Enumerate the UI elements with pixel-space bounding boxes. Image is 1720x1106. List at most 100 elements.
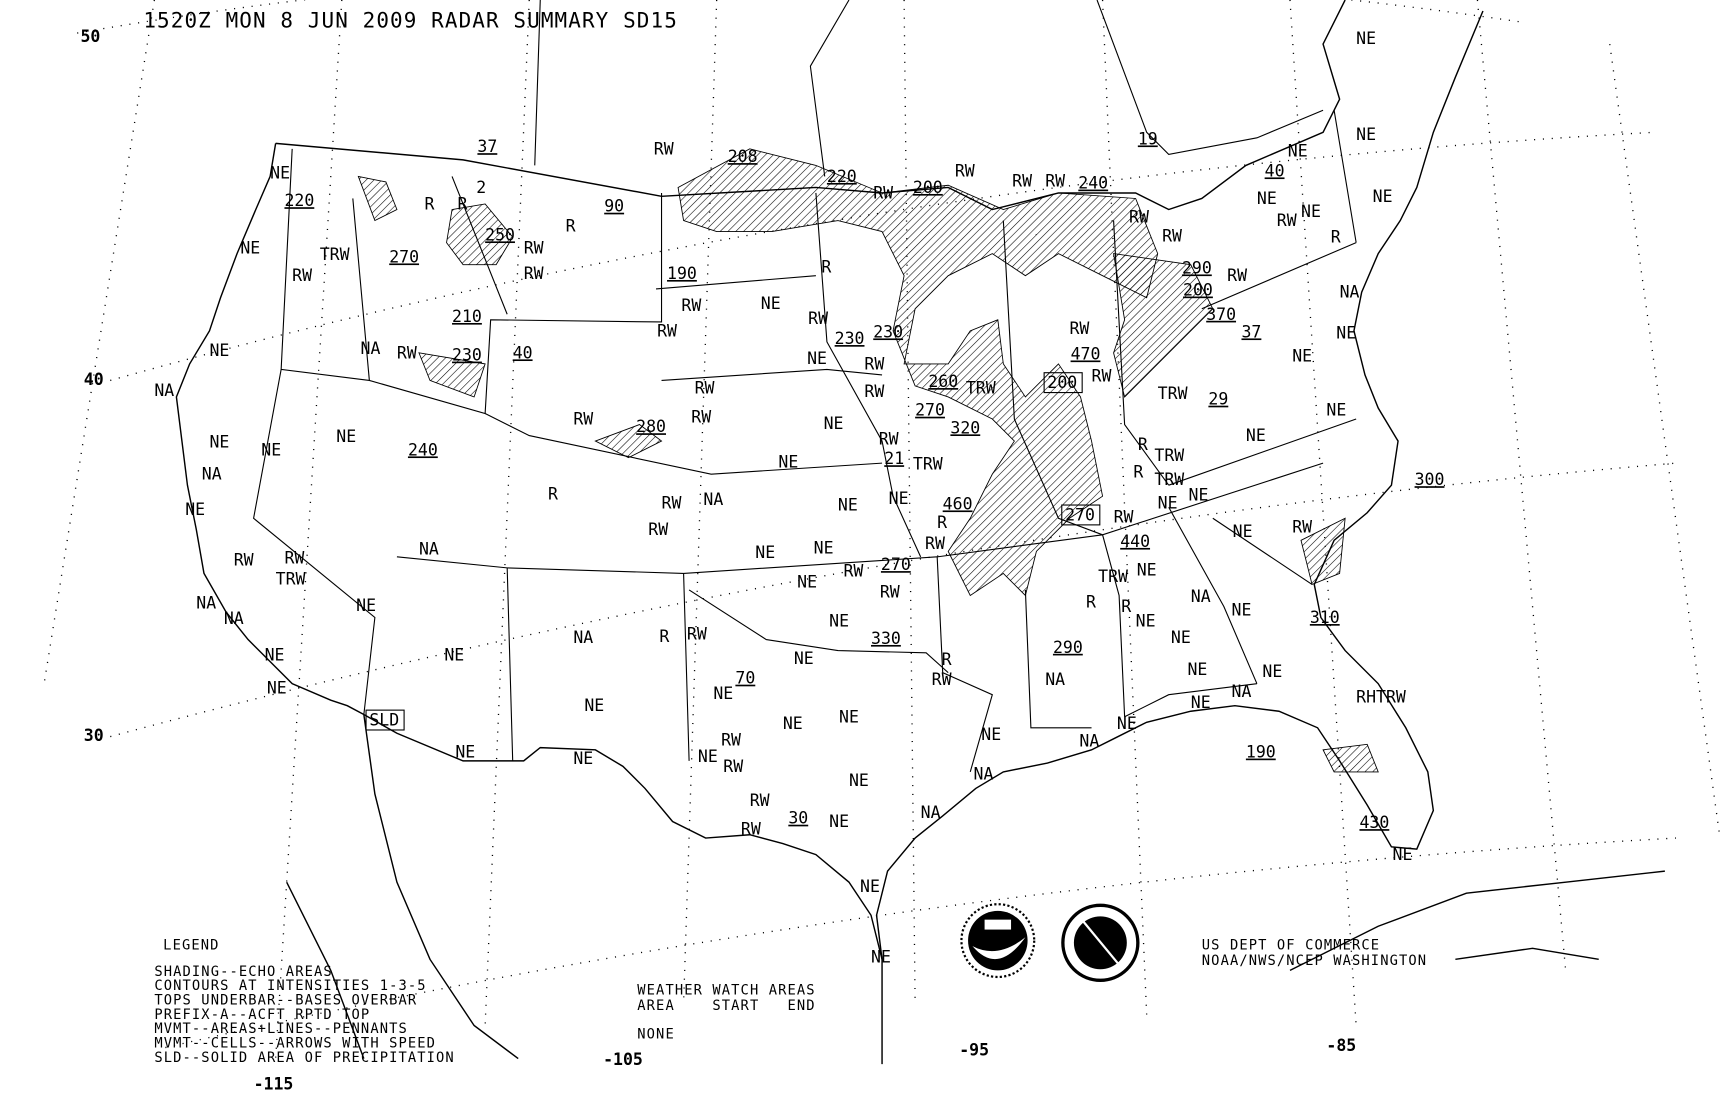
station-label: NE [1232, 600, 1252, 619]
echo-top-label: 40 [1265, 161, 1285, 180]
station-label: RW [648, 520, 668, 539]
station-label: NE [240, 239, 260, 258]
station-label: RW [1129, 208, 1149, 227]
echo-top-label: 460 [943, 494, 973, 513]
station-label: NE [1117, 714, 1137, 733]
longitude-label: -115 [254, 1074, 294, 1093]
station-label: NE [829, 812, 849, 831]
station-label: NE [1187, 660, 1207, 679]
station-label: NE [1137, 561, 1157, 580]
station-label: RW [397, 343, 417, 362]
station-label: NA [921, 803, 941, 822]
station-label: NE [814, 539, 834, 558]
station-label: R [1086, 593, 1096, 612]
station-label: TRW [1158, 384, 1188, 403]
station-label: NA [1045, 670, 1065, 689]
station-label: NE [1292, 347, 1312, 366]
credit-line: NOAA/NWS/NCEP WASHINGTON [1202, 953, 1427, 969]
echo-top-label: 230 [873, 322, 903, 341]
station-label: NE [455, 743, 475, 762]
station-label: NE [860, 877, 880, 896]
legend: LEGEND SHADING--ECHO AREAS CONTOURS AT I… [154, 937, 453, 1065]
station-label: RW [1162, 226, 1182, 245]
station-label: RW [1277, 211, 1297, 230]
boxed-label-frame [1061, 504, 1101, 526]
echo-top-label: 470 [1071, 344, 1101, 363]
coastline-and-borders [175, 0, 1665, 1065]
station-label: TRW [276, 569, 306, 588]
station-label: R [1138, 435, 1148, 454]
station-label: NE [356, 596, 376, 615]
station-label: RW [1069, 319, 1089, 338]
echo-top-label: 90 [604, 197, 624, 216]
longitude-label: -95 [959, 1040, 989, 1059]
station-label: R [1121, 597, 1131, 616]
station-label: RW [955, 161, 975, 180]
station-label: RW [234, 551, 254, 570]
station-label: NE [829, 611, 849, 630]
credit: US DEPT OF COMMERCE NOAA/NWS/NCEP WASHIN… [1202, 937, 1427, 969]
echo-top-label: 320 [950, 418, 980, 437]
station-label: NE [1171, 628, 1191, 647]
station-label: NE [444, 646, 464, 665]
echo-top-label: 40 [513, 343, 533, 362]
legend-line: PREFIX-A--ACFT RPTD TOP [154, 1007, 370, 1023]
latitude-labels: 50 40 30 [80, 27, 103, 745]
echo-top-label: 200 [913, 178, 943, 197]
station-label: NE [336, 427, 356, 446]
longitude-label: -105 [603, 1050, 643, 1069]
station-label: NE [1356, 125, 1376, 144]
station-label: NA [1079, 732, 1099, 751]
solid-precip-label: 270 [1065, 505, 1095, 524]
echo-top-label: 19 [1138, 129, 1158, 148]
station-label: NA [202, 465, 222, 484]
station-label: RW [524, 239, 544, 258]
station-label: TRW [966, 379, 996, 398]
station-label: R [424, 195, 434, 214]
echo-top-label: 290 [1182, 258, 1212, 277]
station-label: TRW [320, 245, 350, 264]
station-label: R [821, 257, 831, 276]
noaa-logo [960, 903, 1036, 979]
station-label: RW [691, 407, 711, 426]
legend-heading: LEGEND [163, 937, 219, 953]
echo-top-label: 37 [477, 137, 497, 156]
echo-top-label: 210 [452, 307, 482, 326]
legend-line: SHADING--ECHO AREAS [154, 964, 332, 980]
station-label: NA [196, 594, 216, 613]
station-label: RW [741, 820, 761, 839]
station-label: RW [657, 321, 677, 340]
solid-precip-label: 200 [1047, 373, 1077, 392]
legend-line: MVMT--AREAS+LINES--PENNANTS [154, 1021, 408, 1037]
station-label: NE [778, 453, 798, 472]
station-label: RW [1114, 508, 1134, 527]
station-label: RW [1092, 367, 1112, 386]
echo-top-label: 29 [1208, 390, 1228, 409]
solid-precip-label: SLD [369, 711, 399, 730]
echo-top-label: 190 [667, 264, 697, 283]
echo-top-label: 230 [452, 346, 482, 365]
station-label: RW [695, 379, 715, 398]
station-label: RW [721, 730, 741, 749]
echo-top-label: 21 [884, 449, 904, 468]
echo-top-label: 250 [485, 225, 515, 244]
weather-watch-areas: WEATHER WATCH AREAS AREA START END NONE [637, 983, 814, 1043]
station-label: TRW [1098, 567, 1128, 586]
station-label: RHTRW [1356, 687, 1406, 706]
station-label: NE [824, 414, 844, 433]
station-label: RW [750, 791, 770, 810]
station-label: TRW [1154, 470, 1184, 489]
station-label: R [566, 217, 576, 236]
station-label: NE [209, 341, 229, 360]
station-label: NE [573, 749, 593, 768]
station-label: NE [1158, 493, 1178, 512]
station-label: NE [797, 573, 817, 592]
station-label: R [942, 650, 952, 669]
station-label: NE [713, 684, 733, 703]
station-label: NE [1136, 611, 1156, 630]
station-label: NA [1191, 587, 1211, 606]
station-label: NE [209, 433, 229, 452]
echo-areas [357, 148, 1379, 773]
echo-top-label: 280 [636, 417, 666, 436]
